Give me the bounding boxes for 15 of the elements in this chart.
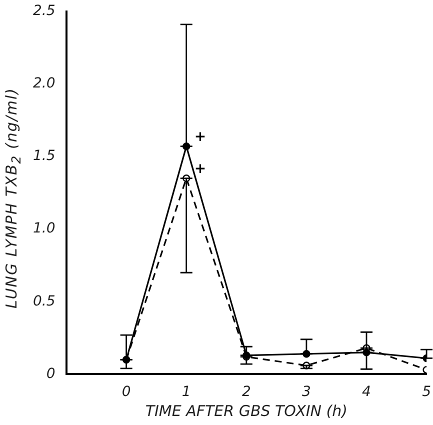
- x-tick-label: 1: [182, 384, 191, 400]
- x-axis-title: TIME AFTER GBS TOXIN (h): [145, 402, 348, 420]
- x-tick-label: 2: [242, 384, 251, 400]
- annotation: +: [194, 129, 206, 145]
- y-tick-label: 1.5: [33, 148, 56, 164]
- y-tick-label: 0: [46, 366, 56, 382]
- y-tick-label: 0.5: [33, 293, 56, 310]
- y-tick-label: 1.0: [33, 220, 56, 237]
- annotation: +: [194, 160, 206, 177]
- x-tick-label: 5: [422, 384, 432, 400]
- x-tick-label: 3: [302, 384, 311, 400]
- x-tick-label: 0: [122, 384, 131, 400]
- x-tick-label: 4: [362, 384, 371, 400]
- y-tick-label: 2.0: [33, 76, 56, 92]
- y-tick-label: 2.5: [33, 3, 56, 20]
